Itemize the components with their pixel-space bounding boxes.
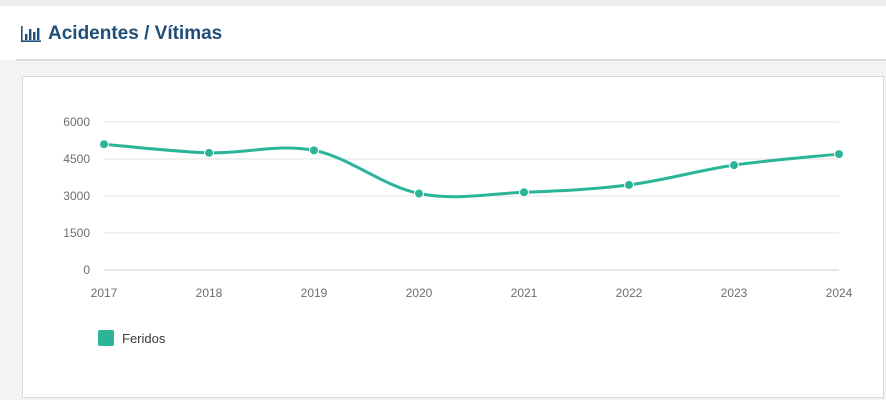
x-tick-label: 2017 xyxy=(91,286,118,300)
series-line xyxy=(102,142,841,199)
x-tick-label: 2023 xyxy=(721,286,748,300)
y-tick-label: 1500 xyxy=(63,226,90,240)
section-header: Acidentes / Vítimas xyxy=(0,6,886,60)
x-tick-label: 2019 xyxy=(301,286,328,300)
header-divider xyxy=(16,59,886,61)
y-tick-label: 0 xyxy=(83,263,90,277)
data-point xyxy=(624,179,634,190)
section-title-text: Acidentes / Vítimas xyxy=(48,23,223,44)
data-point xyxy=(309,145,319,156)
y-tick-label: 4500 xyxy=(63,152,90,166)
data-point xyxy=(729,160,739,171)
y-tick-label: 6000 xyxy=(63,115,90,129)
data-point xyxy=(834,149,844,160)
data-point xyxy=(414,188,424,199)
legend-swatch xyxy=(98,330,114,346)
legend-label: Feridos xyxy=(122,331,166,346)
chart-panel: 0 1500 3000 4500 6000 2017 2018 2019 2020 2021 202… xyxy=(22,76,884,398)
x-tick-label: 2020 xyxy=(406,286,433,300)
bar-chart-icon xyxy=(21,26,41,42)
data-point xyxy=(519,187,529,198)
x-tick-label: 2022 xyxy=(616,286,643,300)
line-chart: 0 1500 3000 4500 6000 2017 2018 2019 2020 2021 202… xyxy=(63,115,853,346)
x-tick-label: 2021 xyxy=(511,286,538,300)
top-strip xyxy=(0,0,886,6)
data-point xyxy=(99,139,109,150)
section-title: Acidentes / Vítimas xyxy=(20,21,222,47)
y-tick-label: 3000 xyxy=(63,189,90,203)
x-tick-label: 2024 xyxy=(826,286,853,300)
x-tick-label: 2018 xyxy=(196,286,223,300)
data-point xyxy=(204,147,214,158)
